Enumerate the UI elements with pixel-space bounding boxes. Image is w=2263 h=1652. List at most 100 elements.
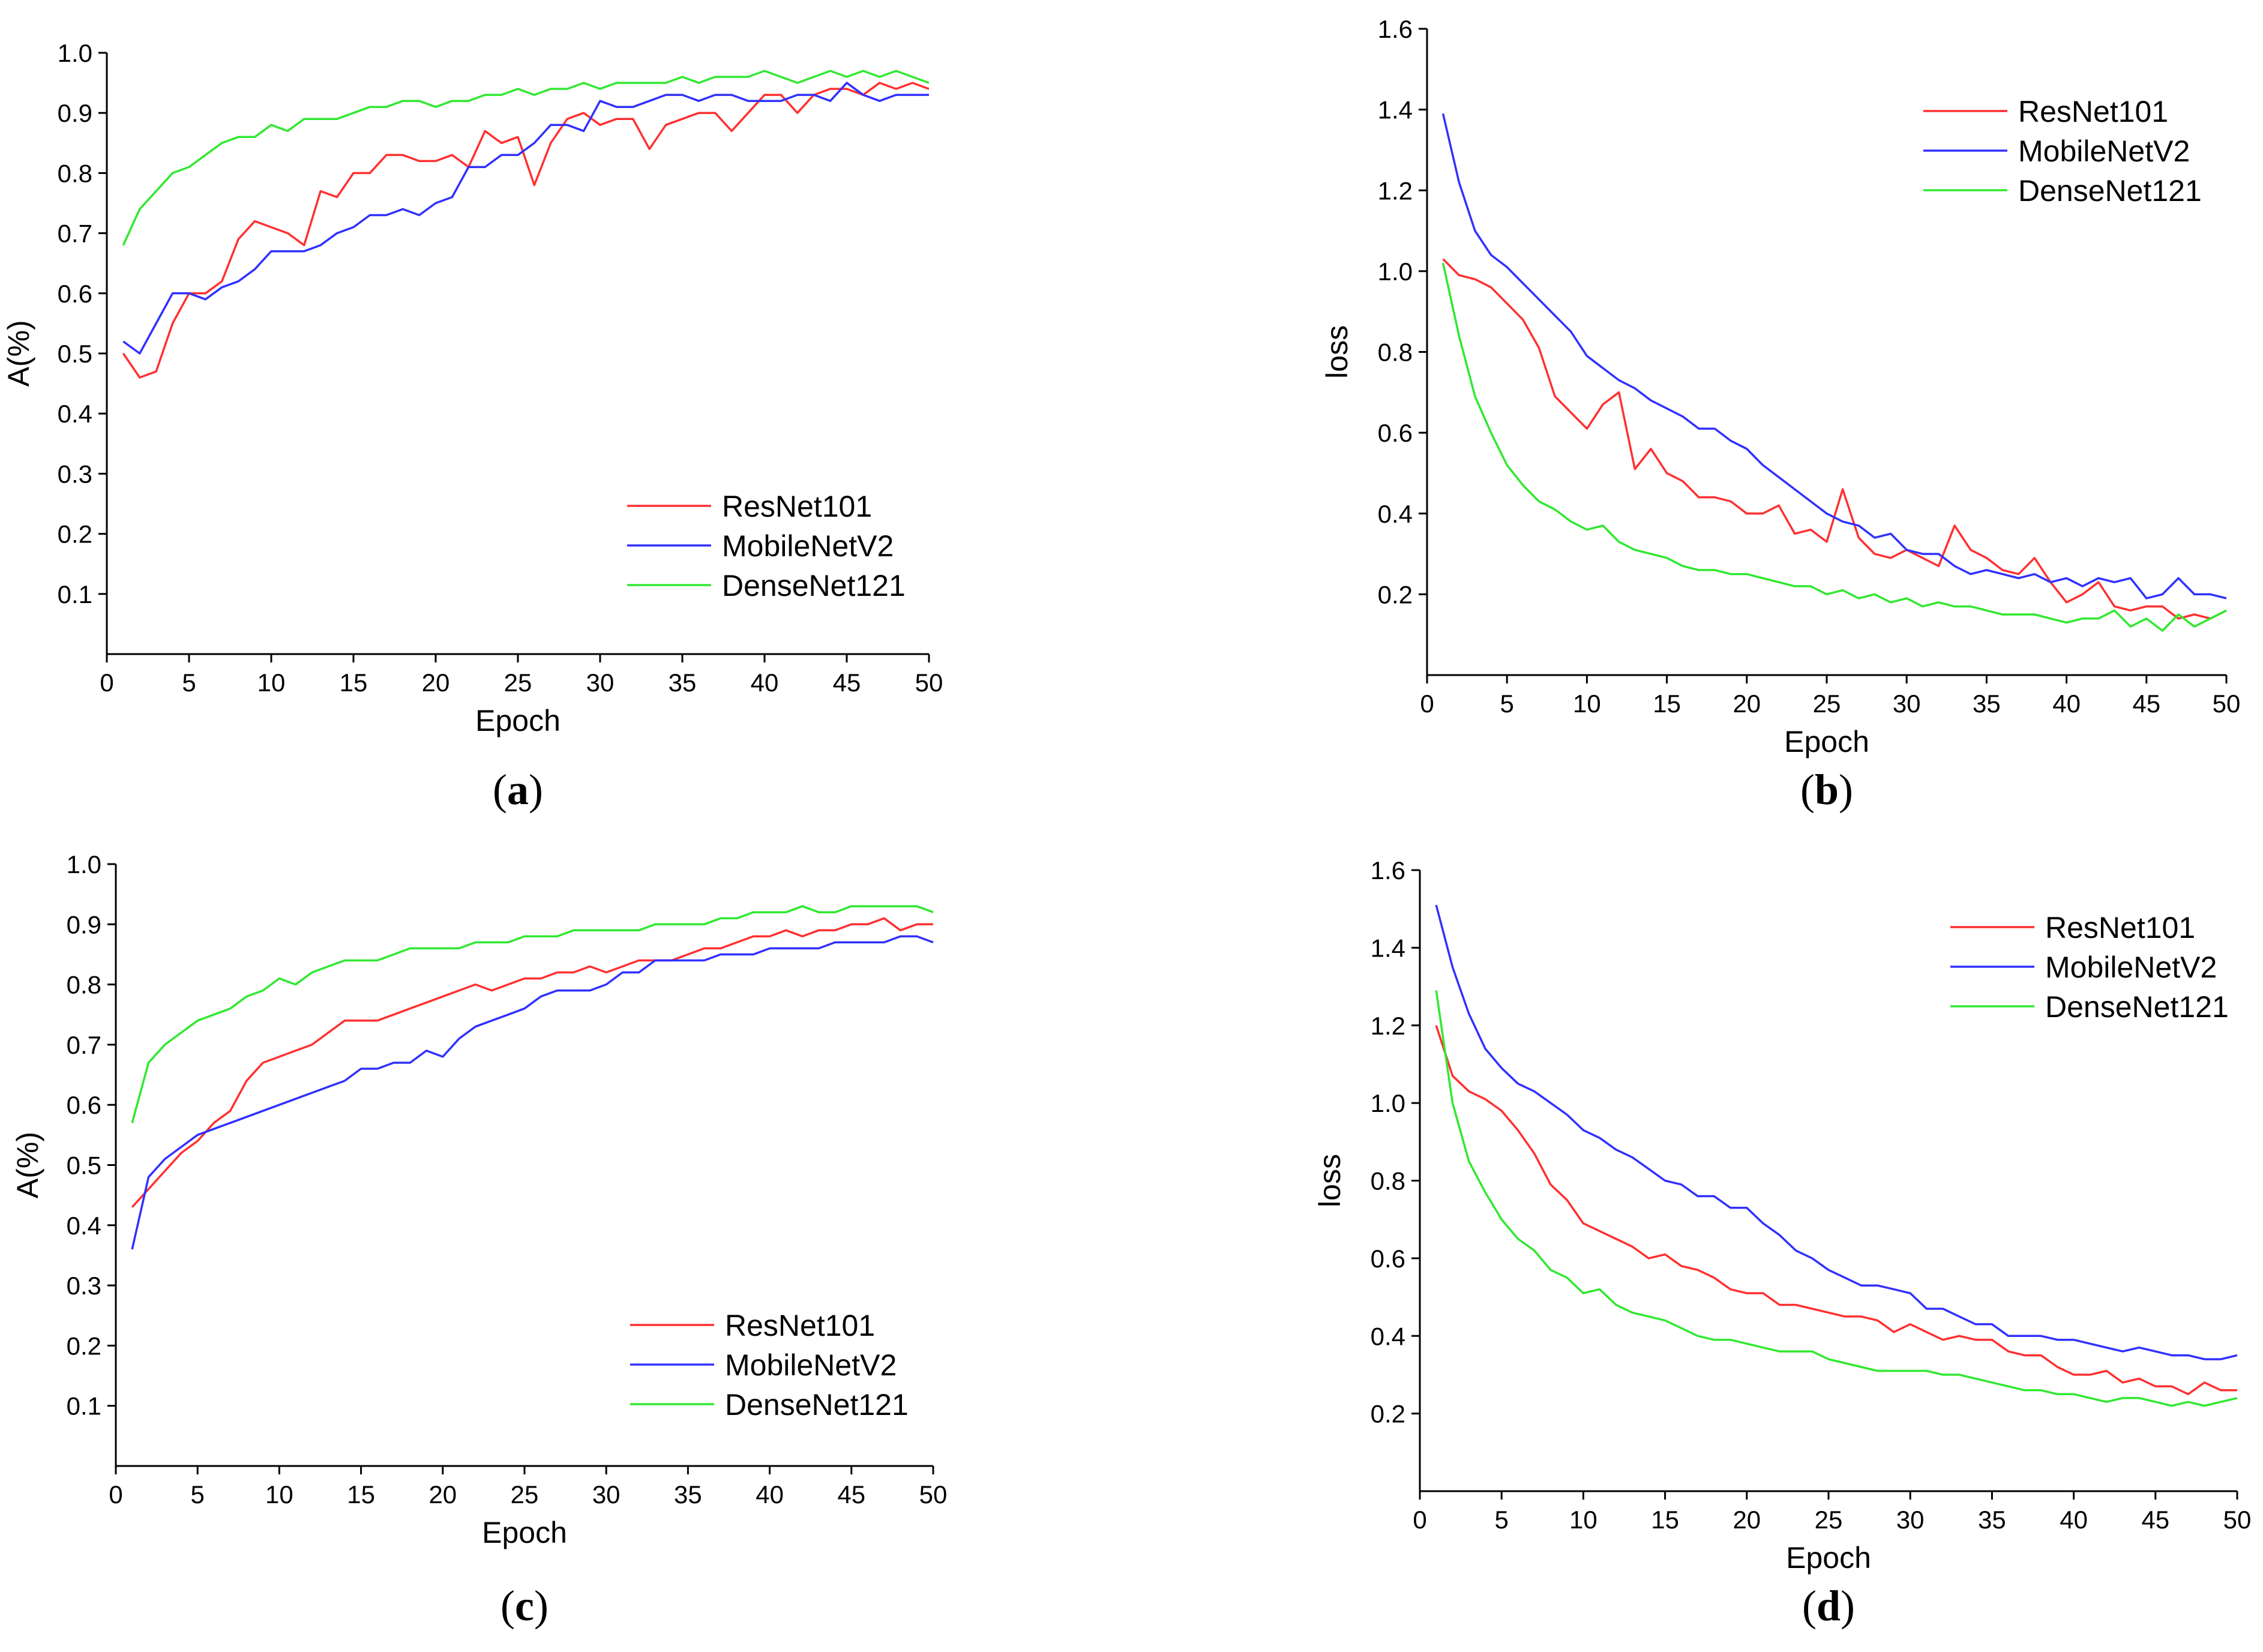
x-tick-label: 40 [2060, 1506, 2088, 1534]
y-tick-label: 1.0 [58, 39, 92, 67]
series-line-densenet121 [1435, 990, 2238, 1407]
y-axis-label: A(%) [11, 1132, 44, 1198]
series-line-mobilenetv2 [122, 82, 929, 355]
y-axis-label: loss [1320, 325, 1354, 379]
legend-label: ResNet101 [2045, 911, 2195, 945]
caption-open: ( [1800, 766, 1815, 814]
legend-label: DenseNet121 [2045, 990, 2229, 1024]
y-tick-label: 0.4 [1371, 1322, 1405, 1350]
y-tick-label: 0.6 [67, 1091, 101, 1119]
x-axis-label: Epoch [482, 1516, 567, 1549]
x-tick-label: 45 [2132, 689, 2160, 718]
y-tick-label: 0.2 [1371, 1400, 1405, 1428]
series-line-densenet121 [1441, 263, 2227, 632]
caption-close: ) [529, 766, 543, 814]
legend-label: ResNet101 [722, 490, 872, 523]
y-tick-label: 1.0 [67, 850, 101, 879]
y-tick-label: 1.0 [1378, 257, 1413, 286]
chart-panel-c: 0 5 10 15 20 25 30 35 40 45 50 0.1 0.2 0.3 0.4 0.5 0.6 0.… [11, 850, 947, 1630]
legend-label: MobileNetV2 [2018, 134, 2190, 168]
series-line-mobilenetv2 [131, 935, 934, 1250]
x-tick-label: 25 [1815, 1506, 1843, 1534]
chart-panel-d: 0 5 10 15 20 25 30 35 40 45 50 0.2 0.4 0.6 0.8 1.0 1.2 1.… [1313, 856, 2251, 1630]
legend: ResNet101 MobileNetV2 DenseNet121 [627, 490, 906, 602]
series-line-resnet101 [1435, 1025, 2237, 1396]
x-tick-label: 25 [511, 1480, 539, 1509]
x-tick-label: 45 [837, 1480, 865, 1509]
x-tick-label: 0 [100, 668, 113, 697]
x-tick-label: 5 [191, 1480, 205, 1509]
y-tick-label: 0.2 [67, 1332, 101, 1360]
x-tick-label: 50 [915, 668, 943, 697]
y-axis-label: loss [1313, 1154, 1347, 1207]
y-tick-label: 0.8 [1371, 1167, 1405, 1195]
series-line-densenet121 [122, 70, 930, 246]
x-axis-label: Epoch [1786, 1541, 1871, 1575]
caption-letter: a [507, 766, 529, 814]
x-tick-label: 25 [504, 668, 532, 697]
caption-letter: c [515, 1582, 534, 1630]
caption-letter: b [1815, 766, 1839, 814]
x-tick-label: 40 [751, 668, 779, 697]
series-line-resnet101 [122, 82, 930, 379]
x-tick-label: 20 [422, 668, 450, 697]
legend-label: ResNet101 [2018, 95, 2168, 128]
x-tick-label: 15 [1653, 689, 1681, 718]
y-tick-label: 1.0 [1371, 1089, 1405, 1117]
x-tick-label: 30 [1893, 689, 1921, 718]
x-tick-label: 50 [919, 1480, 948, 1509]
series-line-mobilenetv2 [1435, 904, 2238, 1360]
x-tick-label: 35 [674, 1480, 702, 1509]
x-tick-label: 50 [2223, 1506, 2252, 1534]
x-tick-label: 35 [1973, 689, 2001, 718]
x-axis-label: Epoch [475, 704, 560, 737]
x-tick-label: 0 [109, 1480, 122, 1509]
y-tick-label: 1.2 [1371, 1012, 1405, 1040]
legend-label: DenseNet121 [2018, 174, 2202, 208]
caption-close: ) [1839, 766, 1853, 814]
y-tick-label: 0.4 [58, 400, 92, 428]
x-tick-label: 40 [2052, 689, 2081, 718]
x-tick-label: 20 [1733, 689, 1761, 718]
x-tick-label: 5 [182, 668, 196, 697]
x-tick-label: 40 [756, 1480, 784, 1509]
legend: ResNet101 MobileNetV2 DenseNet121 [1950, 911, 2229, 1024]
series-line-mobilenetv2 [1441, 113, 2227, 599]
x-tick-label: 5 [1495, 1506, 1509, 1534]
y-tick-label: 0.3 [58, 460, 92, 488]
caption-letter: d [1817, 1582, 1841, 1630]
legend-label: ResNet101 [725, 1309, 875, 1342]
legend-label: MobileNetV2 [725, 1348, 897, 1382]
x-tick-label: 10 [265, 1480, 293, 1509]
panel-caption: (a) [493, 766, 543, 814]
y-tick-label: 0.1 [58, 580, 92, 608]
panel-caption: (b) [1800, 766, 1853, 814]
caption-open: ( [1802, 1582, 1817, 1630]
y-tick-label: 0.6 [58, 280, 92, 308]
x-tick-label: 5 [1500, 689, 1514, 718]
x-tick-label: 30 [586, 668, 615, 697]
x-tick-label: 30 [1896, 1506, 1925, 1534]
y-tick-label: 0.5 [58, 340, 92, 368]
panel-caption: (c) [500, 1582, 548, 1630]
series-line-densenet121 [131, 905, 934, 1123]
legend-label: MobileNetV2 [722, 529, 894, 563]
y-tick-label: 0.2 [1378, 580, 1413, 608]
y-tick-label: 0.7 [58, 220, 92, 248]
series-line-resnet101 [1442, 258, 2227, 620]
y-tick-label: 0.6 [1371, 1245, 1405, 1273]
y-tick-label: 0.2 [58, 520, 92, 548]
y-tick-label: 0.7 [67, 1031, 101, 1059]
caption-open: ( [493, 766, 507, 814]
caption-close: ) [534, 1582, 548, 1630]
y-tick-label: 1.6 [1378, 15, 1413, 43]
y-tick-label: 0.9 [67, 910, 101, 939]
y-tick-label: 0.6 [1378, 419, 1413, 447]
caption-open: ( [500, 1582, 515, 1630]
caption-close: ) [1841, 1582, 1855, 1630]
legend: ResNet101 MobileNetV2 DenseNet121 [1923, 95, 2202, 208]
x-tick-label: 30 [592, 1480, 621, 1509]
y-tick-label: 1.4 [1371, 934, 1405, 962]
x-tick-label: 15 [340, 668, 368, 697]
